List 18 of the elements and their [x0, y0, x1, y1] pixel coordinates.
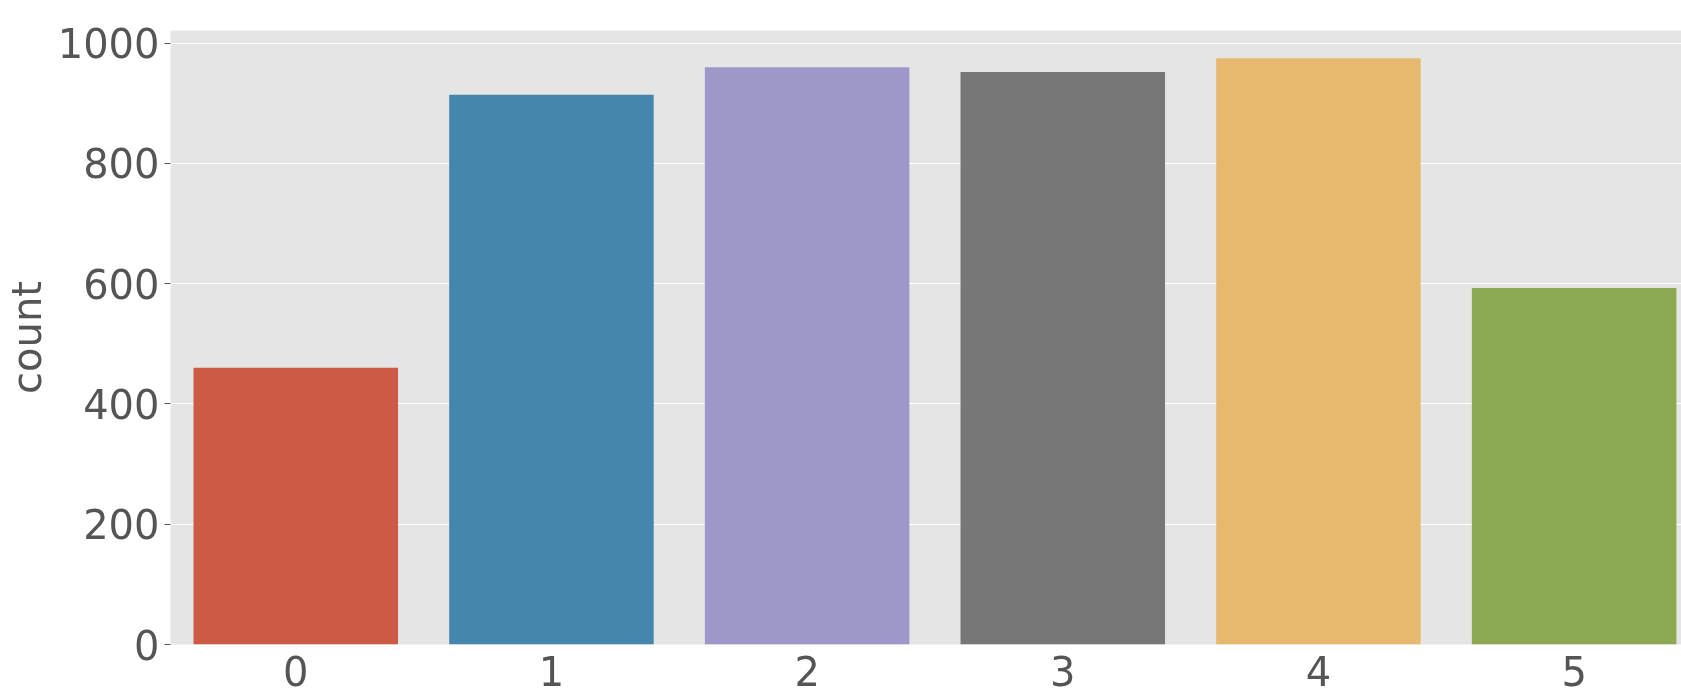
x-tick-label: 3	[1050, 648, 1076, 688]
bar	[960, 71, 1166, 645]
x-tick-label: 1	[538, 648, 565, 688]
bar	[1216, 58, 1421, 645]
bar	[449, 94, 654, 645]
x-tick-label: 0	[283, 648, 309, 688]
y-axis-title: count	[3, 281, 50, 394]
x-tick-label: 4	[1305, 648, 1332, 688]
bar	[193, 367, 399, 645]
bar	[1471, 287, 1677, 645]
y-tick-label: 600	[83, 261, 160, 308]
y-tick-label: 1000	[57, 21, 160, 68]
x-tick-label: 2	[794, 648, 820, 688]
y-tick-label: 800	[83, 141, 160, 188]
bar	[704, 67, 910, 645]
y-tick-label: 200	[83, 502, 160, 549]
y-tick-label: 400	[83, 381, 160, 428]
x-tick-label: 5	[1561, 648, 1587, 688]
